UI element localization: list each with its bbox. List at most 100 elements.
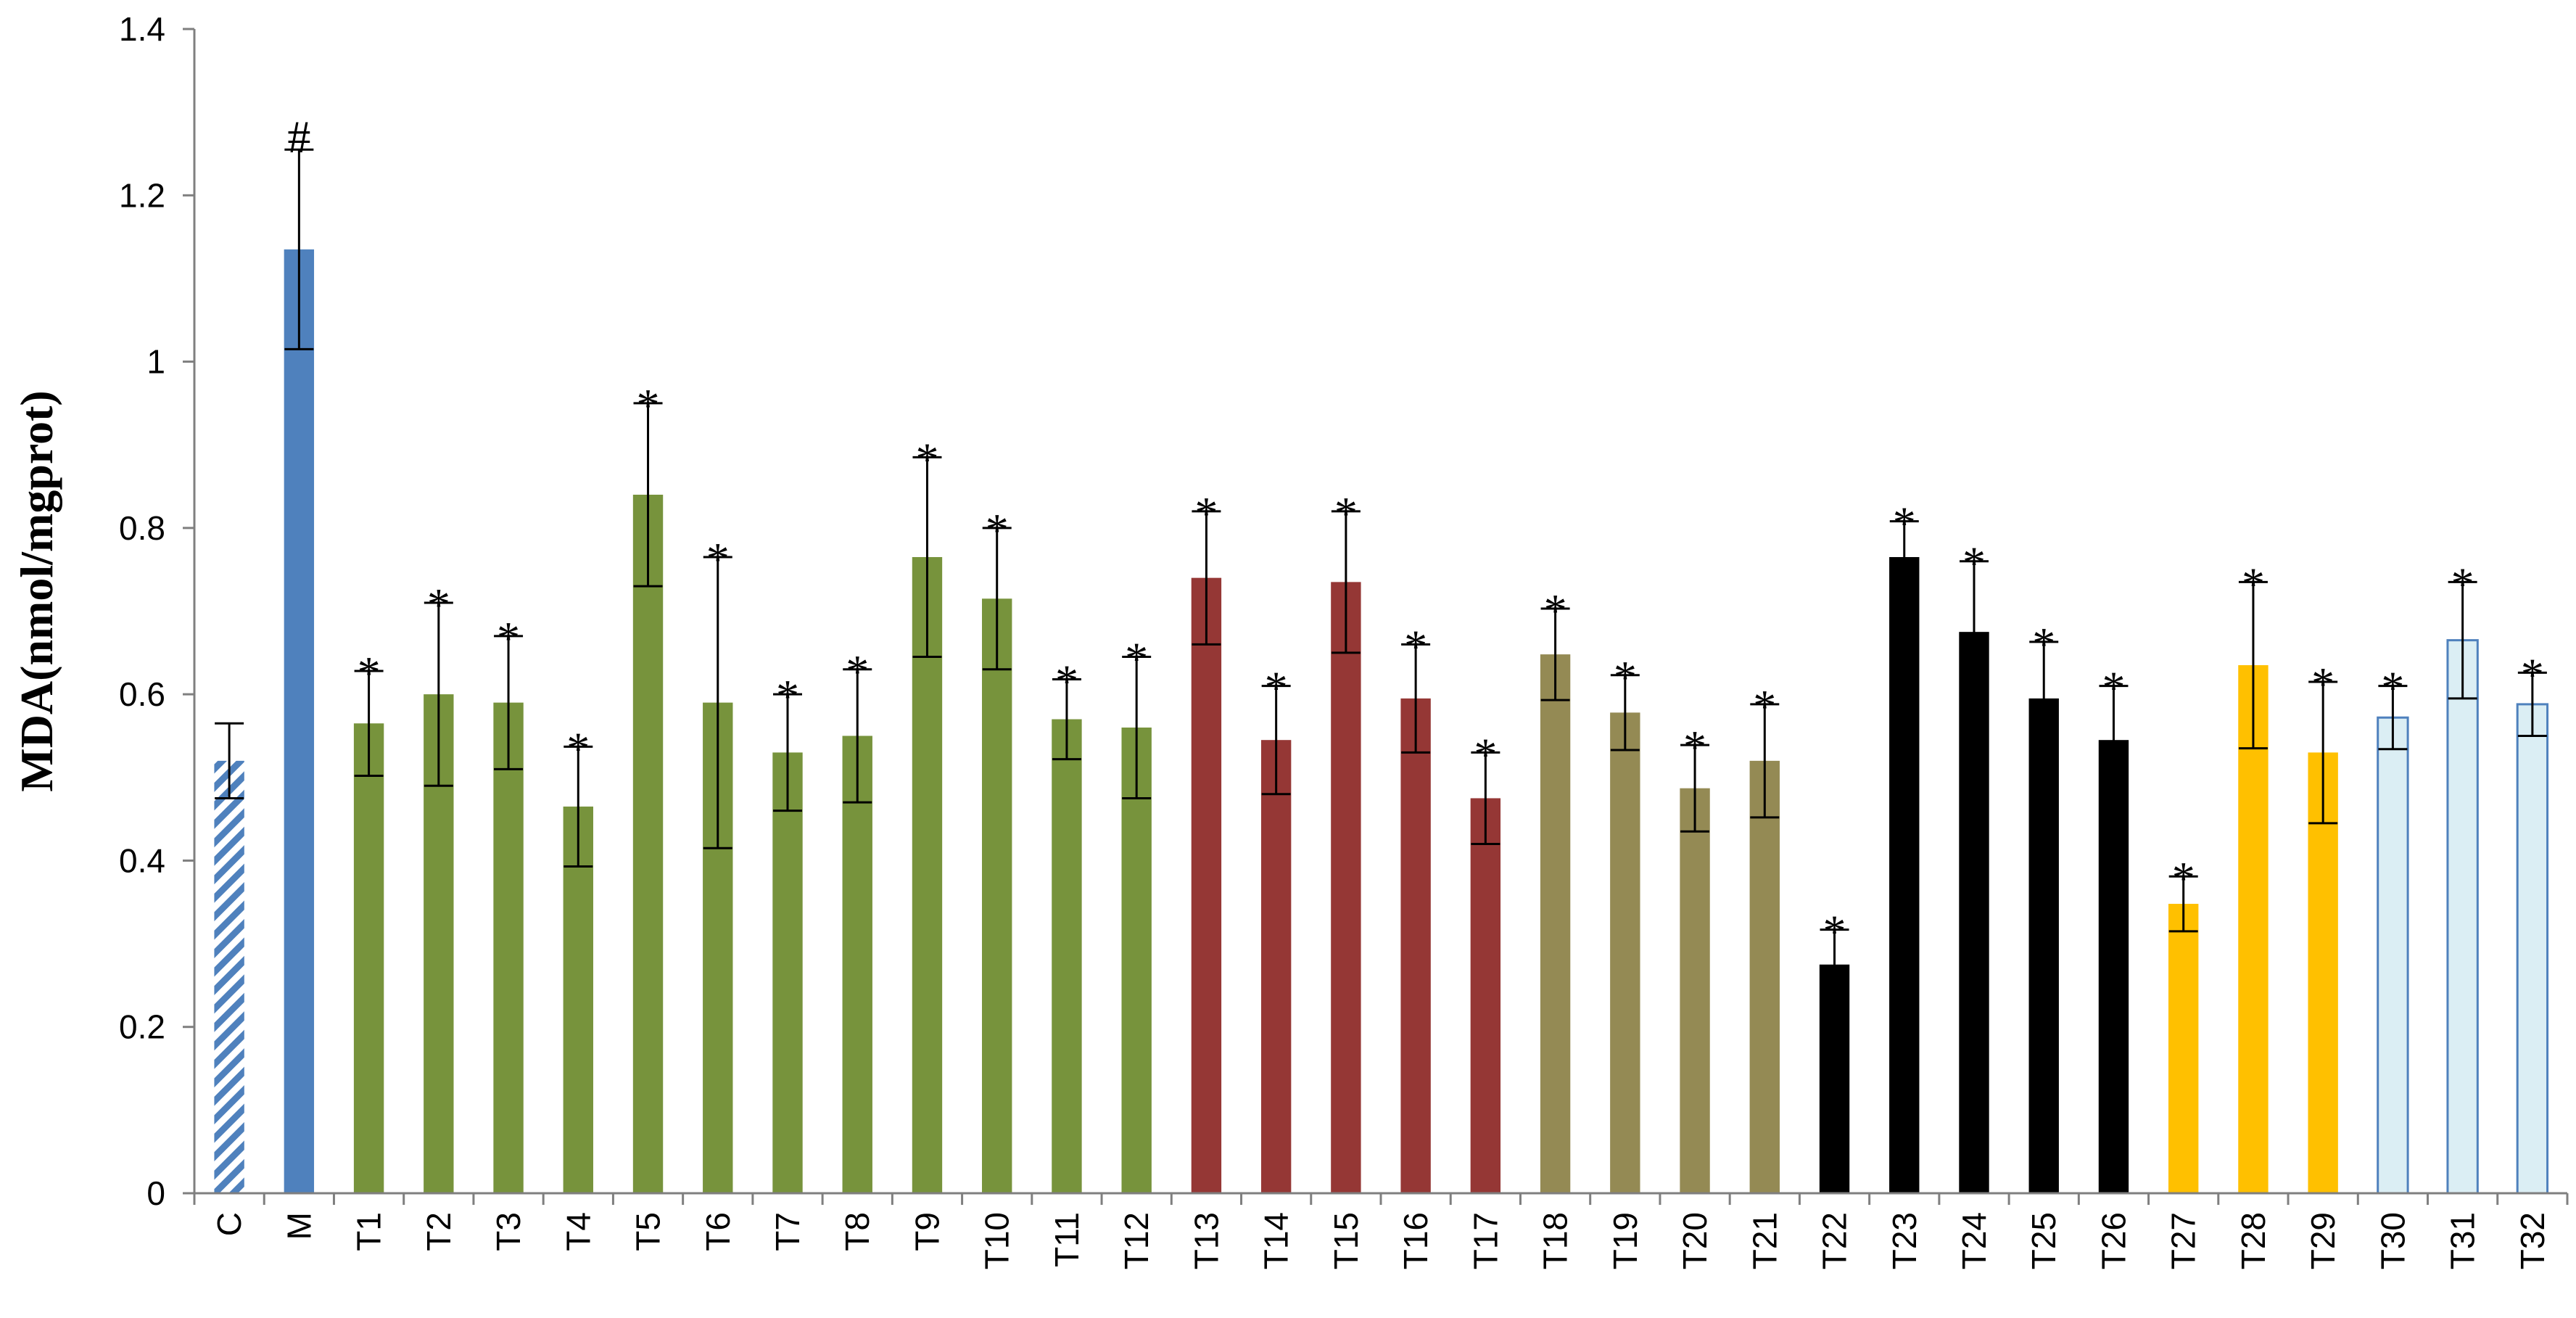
significance-mark: *	[2102, 662, 2125, 714]
x-tick-label: T3	[490, 1212, 527, 1251]
bar-t17	[1470, 798, 1501, 1193]
bar-t12	[1121, 728, 1152, 1193]
bar-t18	[1540, 654, 1571, 1193]
x-tick-label: T11	[1048, 1212, 1086, 1267]
bar-t5	[632, 495, 664, 1193]
significance-mark: *	[2311, 658, 2334, 709]
significance-mark: *	[776, 670, 799, 722]
bar-t1	[353, 723, 384, 1193]
bar-t4	[563, 806, 593, 1193]
x-tick-label: T27	[2165, 1212, 2203, 1269]
x-tick-label: T28	[2234, 1212, 2272, 1269]
bar-t10	[982, 598, 1012, 1193]
x-tick-label: M	[280, 1212, 318, 1240]
y-tick-label: 0.4	[119, 841, 165, 879]
x-tick-label: T20	[1676, 1212, 1714, 1269]
significance-mark: *	[358, 647, 381, 699]
x-tick-label: T30	[2374, 1212, 2411, 1269]
x-tick-label: T31	[2444, 1212, 2482, 1269]
significance-mark: *	[1614, 651, 1637, 703]
x-tick-label: T13	[1187, 1212, 1225, 1269]
x-tick-label: T29	[2304, 1212, 2342, 1269]
x-tick-label: T6	[699, 1212, 737, 1251]
bar-t15	[1331, 582, 1361, 1193]
x-tick-label: T12	[1118, 1212, 1155, 1269]
bar-t22	[1819, 964, 1850, 1193]
y-tick-label: 1.2	[119, 176, 165, 214]
x-tick-label: T24	[1955, 1212, 1993, 1269]
bar-t23	[1889, 556, 1920, 1193]
bar-t14	[1260, 740, 1292, 1193]
bar-t25	[2028, 698, 2059, 1193]
x-tick-label: T17	[1466, 1212, 1504, 1269]
bar-t26	[2098, 740, 2129, 1193]
bar-t28	[2238, 665, 2269, 1193]
significance-mark: *	[1265, 662, 1288, 714]
x-tick-label: T1	[350, 1212, 388, 1251]
y-tick-label: 1.4	[119, 10, 165, 48]
x-tick-label: T18	[1537, 1212, 1574, 1269]
significance-mark: *	[1055, 656, 1078, 707]
x-tick-label: T14	[1258, 1212, 1295, 1269]
significance-mark: *	[566, 722, 590, 774]
x-tick-label: T4	[559, 1212, 597, 1251]
significance-mark: *	[846, 646, 869, 697]
x-tick-label: T22	[1816, 1212, 1854, 1269]
bar-t3	[493, 702, 524, 1193]
bar-t7	[772, 752, 803, 1193]
significance-mark: *	[637, 379, 660, 431]
bar-t21	[1749, 760, 1780, 1193]
significance-mark: *	[1404, 620, 1427, 672]
significance-mark: *	[1474, 728, 1497, 780]
bar-t9	[912, 556, 943, 1193]
significance-mark: *	[706, 533, 730, 585]
y-tick-label: 0.2	[119, 1008, 165, 1046]
significance-mark: *	[2451, 558, 2474, 609]
bar-t29	[2308, 752, 2338, 1193]
significance-mark: *	[915, 433, 938, 485]
significance-mark: *	[2032, 618, 2055, 670]
bars: # * * * * * * * * * * * * * * * * * * * * * * * * * * * * * * * *	[214, 111, 2549, 1195]
x-tick-label: T15	[1327, 1212, 1365, 1269]
x-tick-label: T26	[2094, 1212, 2132, 1269]
bar-t32	[2516, 703, 2549, 1195]
significance-mark: *	[1194, 487, 1218, 539]
bar-c	[214, 760, 244, 1193]
x-tick-label: C	[210, 1212, 248, 1236]
x-tick-label: T10	[978, 1212, 1016, 1269]
x-tick-label: T8	[838, 1212, 876, 1251]
significance-mark: #	[287, 111, 310, 162]
bar-m	[284, 249, 315, 1193]
significance-mark: *	[986, 504, 1009, 556]
significance-mark: *	[427, 579, 450, 630]
significance-mark: *	[2521, 648, 2544, 700]
x-tick-label: T19	[1606, 1212, 1644, 1269]
x-tick-label: T25	[2025, 1212, 2063, 1269]
bar-t20	[1680, 788, 1710, 1193]
significance-mark: *	[1823, 906, 1846, 957]
x-tick-label: T16	[1397, 1212, 1434, 1269]
significance-mark: *	[2172, 852, 2195, 904]
significance-mark: *	[1683, 721, 1706, 773]
bar-t11	[1052, 719, 1082, 1193]
significance-mark: *	[1334, 487, 1358, 539]
significance-mark: *	[1962, 538, 1986, 589]
significance-mark: *	[1544, 585, 1567, 636]
significance-mark: *	[2381, 662, 2404, 714]
significance-mark: *	[1893, 498, 1916, 549]
bar-t24	[1959, 632, 1989, 1193]
bar-t30	[2377, 716, 2409, 1195]
y-tick-label: 1	[146, 343, 165, 381]
bar-t19	[1610, 712, 1640, 1193]
x-tick-label: T21	[1746, 1212, 1783, 1269]
x-tick-label: T7	[769, 1212, 806, 1251]
x-tick-label: T5	[629, 1212, 667, 1251]
y-tick-label: 0.8	[119, 509, 165, 547]
x-tick-label: T2	[420, 1212, 458, 1251]
significance-mark: *	[497, 612, 520, 664]
significance-mark: *	[1753, 680, 1776, 732]
y-tick-label: 0	[146, 1174, 165, 1212]
x-tick-label: T23	[1886, 1212, 1923, 1269]
x-axis-ticks: C M T1 T2 T3 T4 T5 T6 T7 T8 T9 T10 T11 T12 T13 T14 T15 T1…	[193, 1193, 2569, 1269]
